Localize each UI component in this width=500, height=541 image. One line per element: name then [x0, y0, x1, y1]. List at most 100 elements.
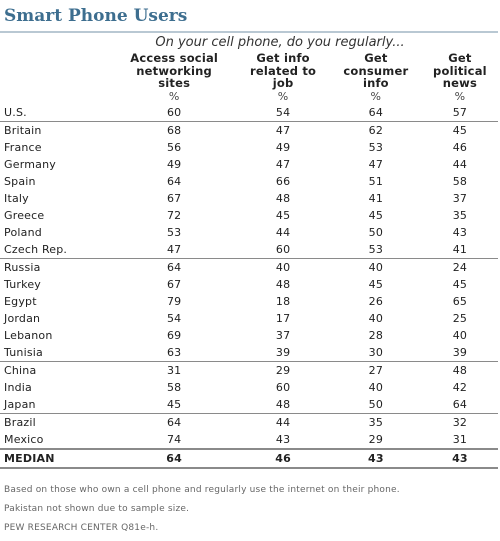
value-cell: 26	[368, 294, 384, 308]
value-cell: 41	[452, 242, 468, 256]
table-row: Turkey 67 48 45 45	[0, 276, 498, 293]
value-cell: 64	[368, 105, 384, 119]
value-cell: 45	[368, 208, 384, 222]
table-row: Egypt 79 18 26 65	[0, 293, 498, 310]
country-label: Italy	[4, 191, 29, 205]
table-row: France 56 49 53 46	[0, 139, 498, 156]
table-row: Poland 53 44 50 43	[0, 224, 498, 241]
country-label: Brazil	[0, 412, 112, 431]
value-cell: 27	[329, 360, 422, 379]
chart-subtitle: On your cell phone, do you regularly...	[155, 35, 405, 50]
unit-label: %	[277, 90, 289, 103]
value-cell: 45	[421, 120, 498, 139]
country-label: Turkey	[4, 277, 41, 291]
table-row: Mexico 74 43 29 31	[0, 431, 498, 449]
value-cell: 32	[421, 412, 498, 431]
country-label: Greece	[4, 208, 45, 222]
value-cell: 79	[166, 294, 182, 308]
title-rule	[0, 31, 498, 33]
value-cell: 45	[452, 277, 468, 291]
value-cell: 42	[452, 380, 468, 394]
median-value-cell: 43	[329, 447, 422, 469]
table-row: Brazil 64 44 35 32	[0, 412, 498, 431]
country-label: Czech Rep.	[4, 242, 68, 256]
country-label: Mexico	[4, 432, 44, 446]
value-cell: 62	[329, 120, 422, 139]
country-label: Japan	[4, 397, 36, 411]
value-cell: 48	[275, 191, 291, 205]
value-cell: 69	[166, 328, 182, 342]
median-row: MEDIAN 64 46 43 43	[0, 447, 498, 469]
value-cell: 54	[166, 311, 182, 325]
value-cell: 48	[275, 397, 291, 411]
unit-label: %	[370, 90, 382, 103]
value-cell: 47	[368, 157, 384, 171]
value-cell: 65	[452, 294, 468, 308]
footnotes: Based on those who own a cell phone and …	[4, 481, 400, 538]
value-cell: 45	[368, 277, 384, 291]
value-cell: 64	[112, 257, 237, 276]
value-cell: 47	[275, 157, 291, 171]
unit-row: % % % %	[0, 90, 498, 104]
value-cell: 64	[166, 174, 182, 188]
value-cell: 50	[368, 225, 384, 239]
unit-label: %	[168, 90, 180, 103]
table-row: Britain 68 47 62 45	[0, 120, 498, 139]
table-row: Germany 49 47 47 44	[0, 156, 498, 173]
country-label: France	[4, 140, 42, 154]
value-cell: 17	[275, 311, 291, 325]
value-cell: 35	[452, 208, 468, 222]
header-row: Access social networking sites Get info rel…	[0, 52, 498, 90]
value-cell: 40	[368, 380, 384, 394]
value-cell: 68	[112, 120, 237, 139]
value-cell: 45	[166, 397, 182, 411]
footnote: Based on those who own a cell phone and …	[4, 485, 400, 495]
value-cell: 40	[368, 311, 384, 325]
value-cell: 51	[368, 174, 384, 188]
value-cell: 31	[452, 432, 468, 446]
value-cell: 58	[166, 380, 182, 394]
value-cell: 64	[112, 412, 237, 431]
value-cell: 56	[166, 140, 182, 154]
table-row: Czech Rep. 47 60 53 41	[0, 241, 498, 259]
value-cell: 28	[368, 328, 384, 342]
value-cell: 37	[275, 328, 291, 342]
source-note: PEW RESEARCH CENTER Q81e-h.	[4, 523, 159, 533]
value-cell: 39	[275, 345, 291, 359]
value-cell: 49	[275, 140, 291, 154]
chart-title: Smart Phone Users	[4, 6, 188, 26]
value-cell: 58	[452, 174, 468, 188]
value-cell: 50	[368, 397, 384, 411]
median-value-cell: 46	[236, 447, 330, 469]
value-cell: 64	[452, 397, 468, 411]
table-row: Spain 64 66 51 58	[0, 173, 498, 190]
country-column-header	[0, 52, 112, 90]
country-label: Britain	[0, 120, 112, 139]
country-label: Tunisia	[4, 345, 43, 359]
value-cell: 60	[275, 380, 291, 394]
country-label: Russia	[0, 257, 112, 276]
table-row: China 31 29 27 48	[0, 360, 498, 379]
value-cell: 46	[452, 140, 468, 154]
footnote: Pakistan not shown due to sample size.	[4, 504, 190, 514]
value-cell: 67	[166, 277, 182, 291]
table-body: U.S. 60 54 64 57 Britain 68 47 62 45 France 56 49 53 4…	[0, 104, 498, 469]
value-cell: 53	[166, 225, 182, 239]
value-cell: 63	[166, 345, 182, 359]
value-cell: 43	[452, 225, 468, 239]
table-row: Japan 45 48 50 64	[0, 396, 498, 414]
median-label: MEDIAN	[0, 447, 112, 469]
table-row: India 58 60 40 42	[0, 379, 498, 396]
value-cell: 53	[368, 242, 384, 256]
value-cell: 44	[452, 157, 468, 171]
country-label: Lebanon	[4, 328, 53, 342]
value-cell: 40	[452, 328, 468, 342]
median-value-cell: 64	[112, 447, 237, 469]
value-cell: 31	[112, 360, 237, 379]
value-cell: 29	[368, 432, 384, 446]
value-cell: 67	[166, 191, 182, 205]
median-value-cell: 43	[421, 447, 498, 469]
unit-label: %	[454, 90, 466, 103]
country-label: U.S.	[4, 105, 27, 119]
value-cell: 72	[166, 208, 182, 222]
